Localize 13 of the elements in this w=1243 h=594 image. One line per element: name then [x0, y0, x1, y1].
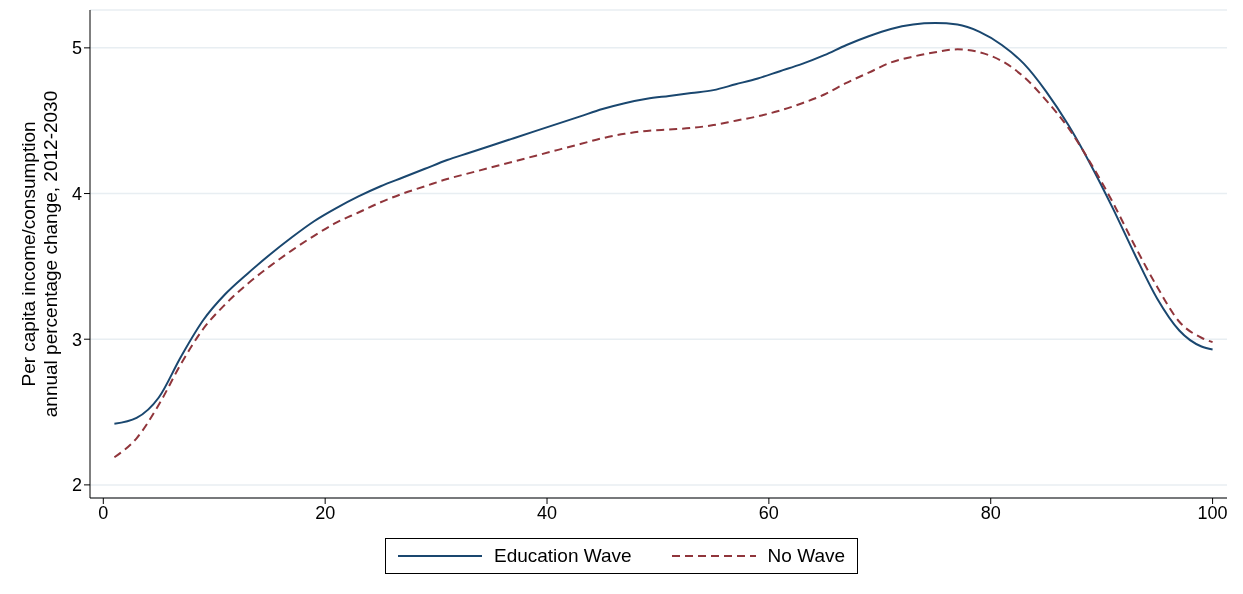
x-tick-label: 20 [315, 502, 336, 523]
y-tick-label: 3 [71, 329, 82, 350]
y-tick-label: 2 [71, 475, 82, 496]
y-tick-label: 4 [71, 183, 82, 204]
y-axis-title: Per capita income/consumption annual percentage change, 2012-2030 [18, 90, 61, 418]
x-tick-label: 60 [758, 502, 779, 523]
legend-label: Education Wave [493, 545, 632, 567]
x-tick-label: 100 [1197, 502, 1228, 523]
x-tick-label: 80 [980, 502, 1001, 523]
y-tick-label: 5 [71, 38, 82, 59]
x-tick-label: 40 [537, 502, 558, 523]
x-tick-label: 0 [98, 502, 109, 523]
legend-label: No Wave [767, 545, 846, 567]
